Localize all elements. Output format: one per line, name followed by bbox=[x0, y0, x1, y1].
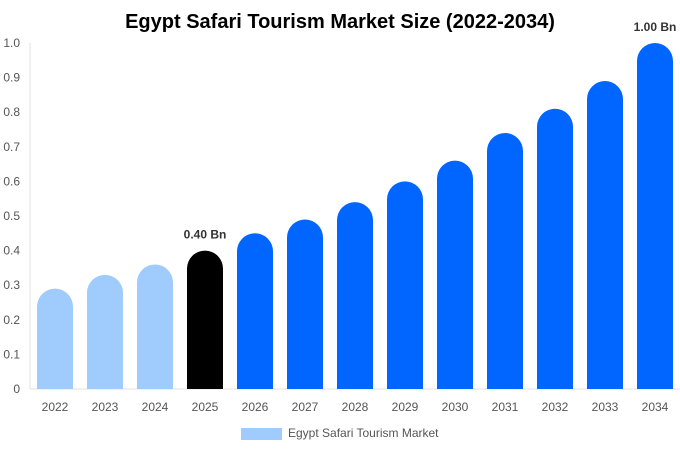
bar-2024 bbox=[137, 264, 173, 389]
bar-2026 bbox=[237, 233, 273, 389]
x-tick-label: 2026 bbox=[242, 400, 269, 414]
x-tick-label: 2031 bbox=[492, 400, 519, 414]
x-tick-label: 2025 bbox=[192, 400, 219, 414]
y-tick-label: 0.4 bbox=[3, 244, 20, 258]
bar-2028 bbox=[337, 202, 373, 389]
chart-title: Egypt Safari Tourism Market Size (2022-2… bbox=[125, 11, 555, 33]
bar-2022 bbox=[37, 288, 73, 389]
bar-2025 bbox=[187, 250, 223, 389]
x-tick-label: 2033 bbox=[592, 400, 619, 414]
y-tick-label: 0.1 bbox=[3, 347, 20, 361]
y-tick-label: 0.3 bbox=[3, 278, 20, 292]
data-label: 1.00 Bn bbox=[634, 20, 677, 34]
y-tick-label: 0.6 bbox=[3, 174, 20, 188]
bar-2023 bbox=[87, 274, 123, 389]
x-tick-label: 2034 bbox=[642, 400, 669, 414]
bar-2031 bbox=[487, 132, 523, 389]
x-tick-label: 2024 bbox=[142, 400, 169, 414]
bar-2034 bbox=[637, 43, 673, 389]
x-tick-label: 2022 bbox=[42, 400, 69, 414]
x-tick-label: 2029 bbox=[392, 400, 419, 414]
x-tick-label: 2028 bbox=[342, 400, 369, 414]
bar-2029 bbox=[387, 181, 423, 389]
y-tick-label: 0.5 bbox=[3, 209, 20, 223]
y-tick-label: 0.7 bbox=[3, 140, 20, 154]
x-tick-label: 2023 bbox=[92, 400, 119, 414]
bar-2030 bbox=[437, 160, 473, 389]
bar-2033 bbox=[587, 81, 623, 389]
legend-label: Egypt Safari Tourism Market bbox=[288, 426, 439, 440]
data-label: 0.40 Bn bbox=[184, 228, 227, 242]
legend-swatch bbox=[241, 428, 282, 440]
y-tick-label: 1.0 bbox=[3, 36, 20, 50]
x-tick-label: 2032 bbox=[542, 400, 569, 414]
y-tick-label: 0.9 bbox=[3, 71, 20, 85]
x-tick-label: 2027 bbox=[292, 400, 319, 414]
bar-2027 bbox=[287, 219, 323, 389]
y-tick-label: 0.2 bbox=[3, 313, 20, 327]
y-tick-label: 0.8 bbox=[3, 105, 20, 119]
bar-2032 bbox=[537, 108, 573, 390]
y-tick-label: 0 bbox=[13, 382, 20, 396]
x-tick-label: 2030 bbox=[442, 400, 469, 414]
